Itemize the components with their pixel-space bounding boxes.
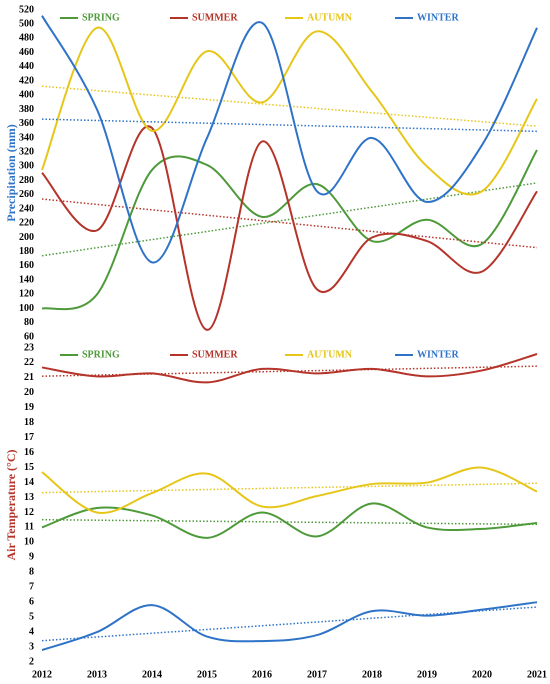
- legend-label: WINTER: [417, 12, 459, 23]
- x-tick-label: 2013: [87, 669, 107, 680]
- y-tick-label: 9: [29, 552, 34, 563]
- y-tick-label: 380: [19, 104, 34, 115]
- y-tick-label: 340: [19, 132, 34, 143]
- y-tick-label: 360: [19, 118, 34, 129]
- y-tick-label: 160: [19, 260, 34, 271]
- series-line: [41, 601, 538, 651]
- y-tick-label: 300: [19, 161, 34, 172]
- y-tick-label: 180: [19, 246, 34, 257]
- series-line: [41, 466, 538, 514]
- y-tick-label: 60: [24, 331, 34, 342]
- y-tick-label: 22: [24, 357, 34, 368]
- y-tick-label: 120: [19, 289, 34, 300]
- y-tick-label: 220: [19, 218, 34, 229]
- series-line: [41, 15, 538, 264]
- legend-label: SPRING: [82, 349, 120, 360]
- y-tick-label: 280: [19, 175, 34, 186]
- y-tick-label: 4: [29, 626, 34, 637]
- legend-label: AUTUMN: [307, 12, 353, 23]
- y-tick-label: 520: [19, 4, 34, 15]
- series-line: [41, 353, 538, 384]
- trend-line: [41, 85, 538, 127]
- trend-line: [41, 198, 538, 249]
- y-tick-label: 400: [19, 90, 34, 101]
- y-tick-label: 80: [24, 317, 34, 328]
- y-tick-label: 440: [19, 61, 34, 72]
- legend-label: SUMMER: [192, 12, 238, 23]
- y-tick-label: 6: [29, 596, 34, 607]
- y-tick-label: 320: [19, 146, 34, 157]
- y-axis-label: Precipitation (mm): [4, 124, 18, 221]
- x-tick-label: 2012: [32, 669, 52, 680]
- y-tick-label: 3: [29, 641, 34, 652]
- legend-label: WINTER: [417, 349, 459, 360]
- y-tick-label: 5: [29, 611, 34, 622]
- y-tick-label: 8: [29, 567, 34, 578]
- y-axis-label: Air Temperature (°C): [4, 449, 18, 560]
- legend-label: AUTUMN: [307, 349, 353, 360]
- y-tick-label: 15: [24, 462, 34, 473]
- x-tick-label: 2017: [307, 669, 327, 680]
- y-tick-label: 500: [19, 19, 34, 30]
- y-tick-label: 19: [24, 402, 34, 413]
- series-line: [41, 26, 538, 196]
- trend-line: [41, 182, 538, 257]
- y-tick-label: 12: [24, 507, 34, 518]
- x-tick-label: 2019: [417, 669, 437, 680]
- trend-line: [41, 118, 538, 133]
- y-tick-label: 11: [25, 522, 34, 533]
- y-tick-label: 10: [24, 537, 34, 548]
- y-tick-label: 480: [19, 33, 34, 44]
- y-tick-label: 20: [24, 387, 34, 398]
- y-tick-label: 140: [19, 274, 34, 285]
- y-tick-label: 2: [29, 656, 34, 667]
- y-tick-label: 21: [24, 372, 34, 383]
- x-tick-label: 2020: [472, 669, 492, 680]
- y-tick-label: 460: [19, 47, 34, 58]
- y-tick-label: 240: [19, 203, 34, 214]
- y-tick-label: 200: [19, 232, 34, 243]
- legend-label: SUMMER: [192, 349, 238, 360]
- trend-line: [41, 482, 538, 494]
- legend-label: SPRING: [82, 12, 120, 23]
- y-tick-label: 420: [19, 75, 34, 86]
- y-tick-label: 260: [19, 189, 34, 200]
- x-tick-label: 2015: [197, 669, 217, 680]
- x-tick-label: 2021: [527, 669, 547, 680]
- y-tick-label: 100: [19, 303, 34, 314]
- x-tick-label: 2014: [142, 669, 162, 680]
- y-tick-label: 7: [29, 582, 34, 593]
- x-tick-label: 2016: [252, 669, 272, 680]
- y-tick-label: 14: [24, 477, 34, 488]
- series-line: [41, 502, 538, 539]
- x-tick-label: 2018: [362, 669, 382, 680]
- series-line: [41, 149, 538, 311]
- y-tick-label: 23: [24, 342, 34, 353]
- y-tick-label: 18: [24, 417, 34, 428]
- y-tick-label: 13: [24, 492, 34, 503]
- series-line: [41, 125, 538, 331]
- y-tick-label: 16: [24, 447, 34, 458]
- y-tick-label: 17: [24, 432, 34, 443]
